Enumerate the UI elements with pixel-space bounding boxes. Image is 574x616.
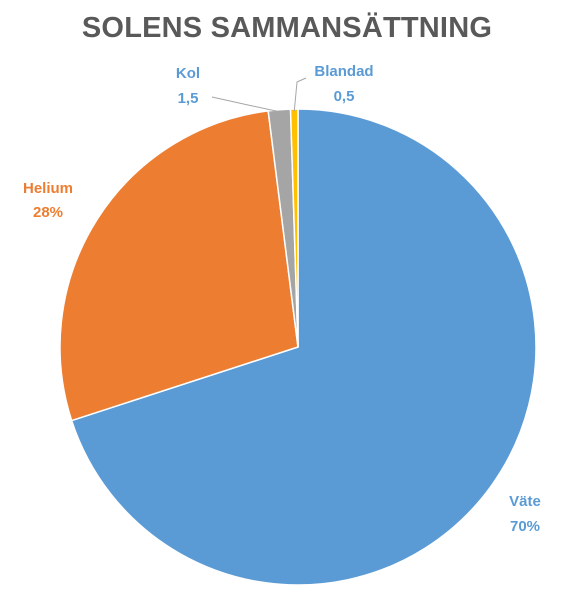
- data-label-value-vate: 70%: [510, 518, 540, 535]
- leader-line-blandad: [293, 77, 307, 112]
- data-label-value-kol: 1,5: [178, 90, 199, 107]
- pie-slice-helium: [59, 110, 299, 422]
- pie-slice-vate: [70, 108, 537, 586]
- data-label-name-helium: Helium: [23, 180, 73, 197]
- data-labels: Väte 70% Helium 28% Kol 1,5 Blandad 0,5: [23, 63, 541, 535]
- chart-title: SOLENS SAMMANSÄTTNING: [81, 12, 493, 44]
- pie-slices: [59, 108, 537, 586]
- data-label-value-helium: 28%: [33, 204, 63, 221]
- data-label-value-blandad: 0,5: [334, 88, 355, 105]
- data-label-name-kol: Kol: [176, 65, 200, 82]
- leader-lines: [211, 77, 307, 113]
- data-label-name-blandad: Blandad: [314, 63, 373, 80]
- leader-line-kol: [211, 96, 280, 113]
- data-label-name-vate: Väte: [509, 493, 541, 510]
